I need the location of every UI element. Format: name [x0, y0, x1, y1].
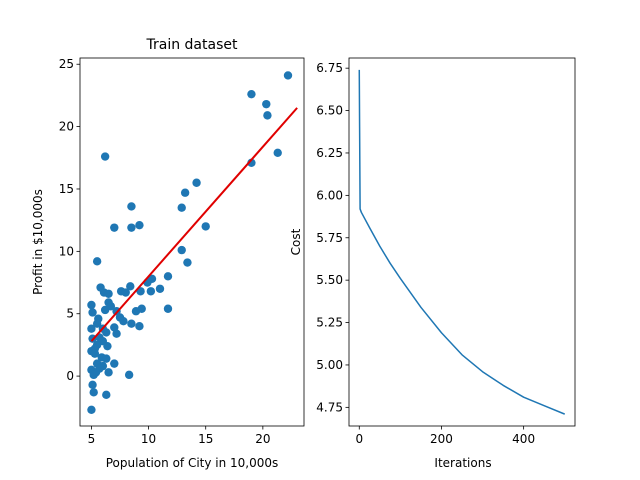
data-point: [87, 405, 96, 414]
cost-chart: 0 200 400 4.75 5.00 5.25 5.50 5.75 6.00 6.25 6.50…: [289, 57, 576, 470]
data-point: [135, 220, 144, 230]
data-point: [127, 319, 136, 328]
left-y-tick-label: 25: [59, 57, 74, 71]
data-point: [127, 202, 136, 211]
left-y-axis-label: Profit in $10,000s: [31, 189, 45, 295]
right-y-tick-label: 5.25: [316, 316, 343, 330]
data-point: [104, 368, 113, 377]
right-y-tick-label: 4.75: [316, 400, 343, 414]
data-point: [146, 287, 156, 296]
data-point: [92, 257, 102, 266]
right-y-ticks: 4.75 5.00 5.25 5.50 5.75 6.00 6.25 6.50 6.75: [316, 61, 349, 414]
data-point: [92, 319, 102, 328]
left-x-tick-label: 15: [198, 432, 213, 446]
right-y-tick-label: 5.50: [316, 273, 343, 287]
data-point: [283, 71, 293, 80]
right-y-tick-label: 5.00: [316, 358, 343, 372]
data-point: [163, 272, 173, 281]
right-y-tick-label: 5.75: [316, 231, 343, 245]
data-point: [103, 341, 112, 351]
data-point: [89, 388, 98, 397]
data-point: [121, 288, 130, 297]
data-point: [96, 283, 105, 292]
data-point: [106, 302, 116, 311]
right-x-ticks: 0 200 400: [355, 426, 535, 446]
data-point: [183, 258, 192, 267]
left-x-tick-label: 5: [88, 432, 96, 446]
data-point: [177, 245, 186, 255]
data-point: [102, 390, 111, 400]
data-point: [88, 308, 97, 317]
data-point: [137, 304, 146, 313]
right-y-tick-label: 6.25: [316, 146, 343, 160]
cost-curve: [358, 69, 566, 415]
data-point: [102, 354, 111, 363]
data-point: [124, 370, 134, 380]
data-point: [100, 152, 110, 161]
data-point: [88, 380, 97, 390]
left-y-tick-label: 15: [59, 182, 74, 196]
right-y-axis-label: Cost: [289, 228, 303, 255]
data-point: [247, 89, 256, 99]
left-y-ticks: 0 5 10 15 20 25: [59, 57, 80, 383]
right-plot-frame: [348, 57, 576, 427]
right-x-tick-label: 200: [430, 432, 453, 446]
data-point: [262, 99, 271, 109]
data-point: [87, 324, 96, 333]
data-point: [87, 300, 96, 310]
data-point: [119, 317, 128, 326]
right-x-tick-label: 400: [512, 432, 535, 446]
data-point: [135, 322, 144, 331]
data-point: [112, 329, 121, 338]
data-point: [180, 188, 190, 197]
right-x-axis-label: Iterations: [434, 456, 491, 470]
left-y-tick-label: 20: [59, 120, 74, 134]
data-point: [263, 111, 272, 120]
regression-line: [90, 107, 298, 342]
right-plot-marks: [358, 69, 566, 415]
left-plot-frame: [79, 57, 305, 427]
left-x-tick-label: 20: [255, 432, 270, 446]
left-chart-title: Train dataset: [146, 37, 238, 53]
left-x-tick-label: 10: [141, 432, 156, 446]
data-point: [201, 222, 210, 231]
data-point: [163, 304, 173, 313]
data-point: [89, 370, 98, 380]
data-point: [177, 203, 186, 212]
right-y-tick-label: 6.75: [316, 61, 343, 75]
train-dataset-chart: 5 10 15 20 0 5 10 15 20 25 Train dataset Populat…: [31, 37, 305, 470]
data-point: [90, 349, 100, 358]
data-point: [155, 284, 165, 293]
data-point: [110, 359, 119, 368]
data-point: [273, 148, 282, 158]
left-x-axis-label: Population of City in 10,000s: [106, 456, 279, 470]
left-plot-marks: [87, 71, 298, 414]
left-y-tick-label: 5: [66, 307, 74, 321]
right-y-tick-label: 6.50: [316, 104, 343, 118]
left-y-tick-label: 0: [66, 369, 74, 383]
data-point: [126, 282, 135, 291]
left-x-ticks: 5 10 15 20: [88, 426, 270, 446]
right-x-tick-label: 0: [355, 432, 363, 446]
data-point: [127, 223, 136, 232]
data-point: [102, 328, 111, 337]
data-point: [104, 289, 113, 298]
left-y-tick-label: 10: [59, 244, 74, 258]
data-point: [110, 223, 119, 232]
data-point: [192, 178, 201, 187]
right-y-tick-label: 6.00: [316, 188, 343, 202]
